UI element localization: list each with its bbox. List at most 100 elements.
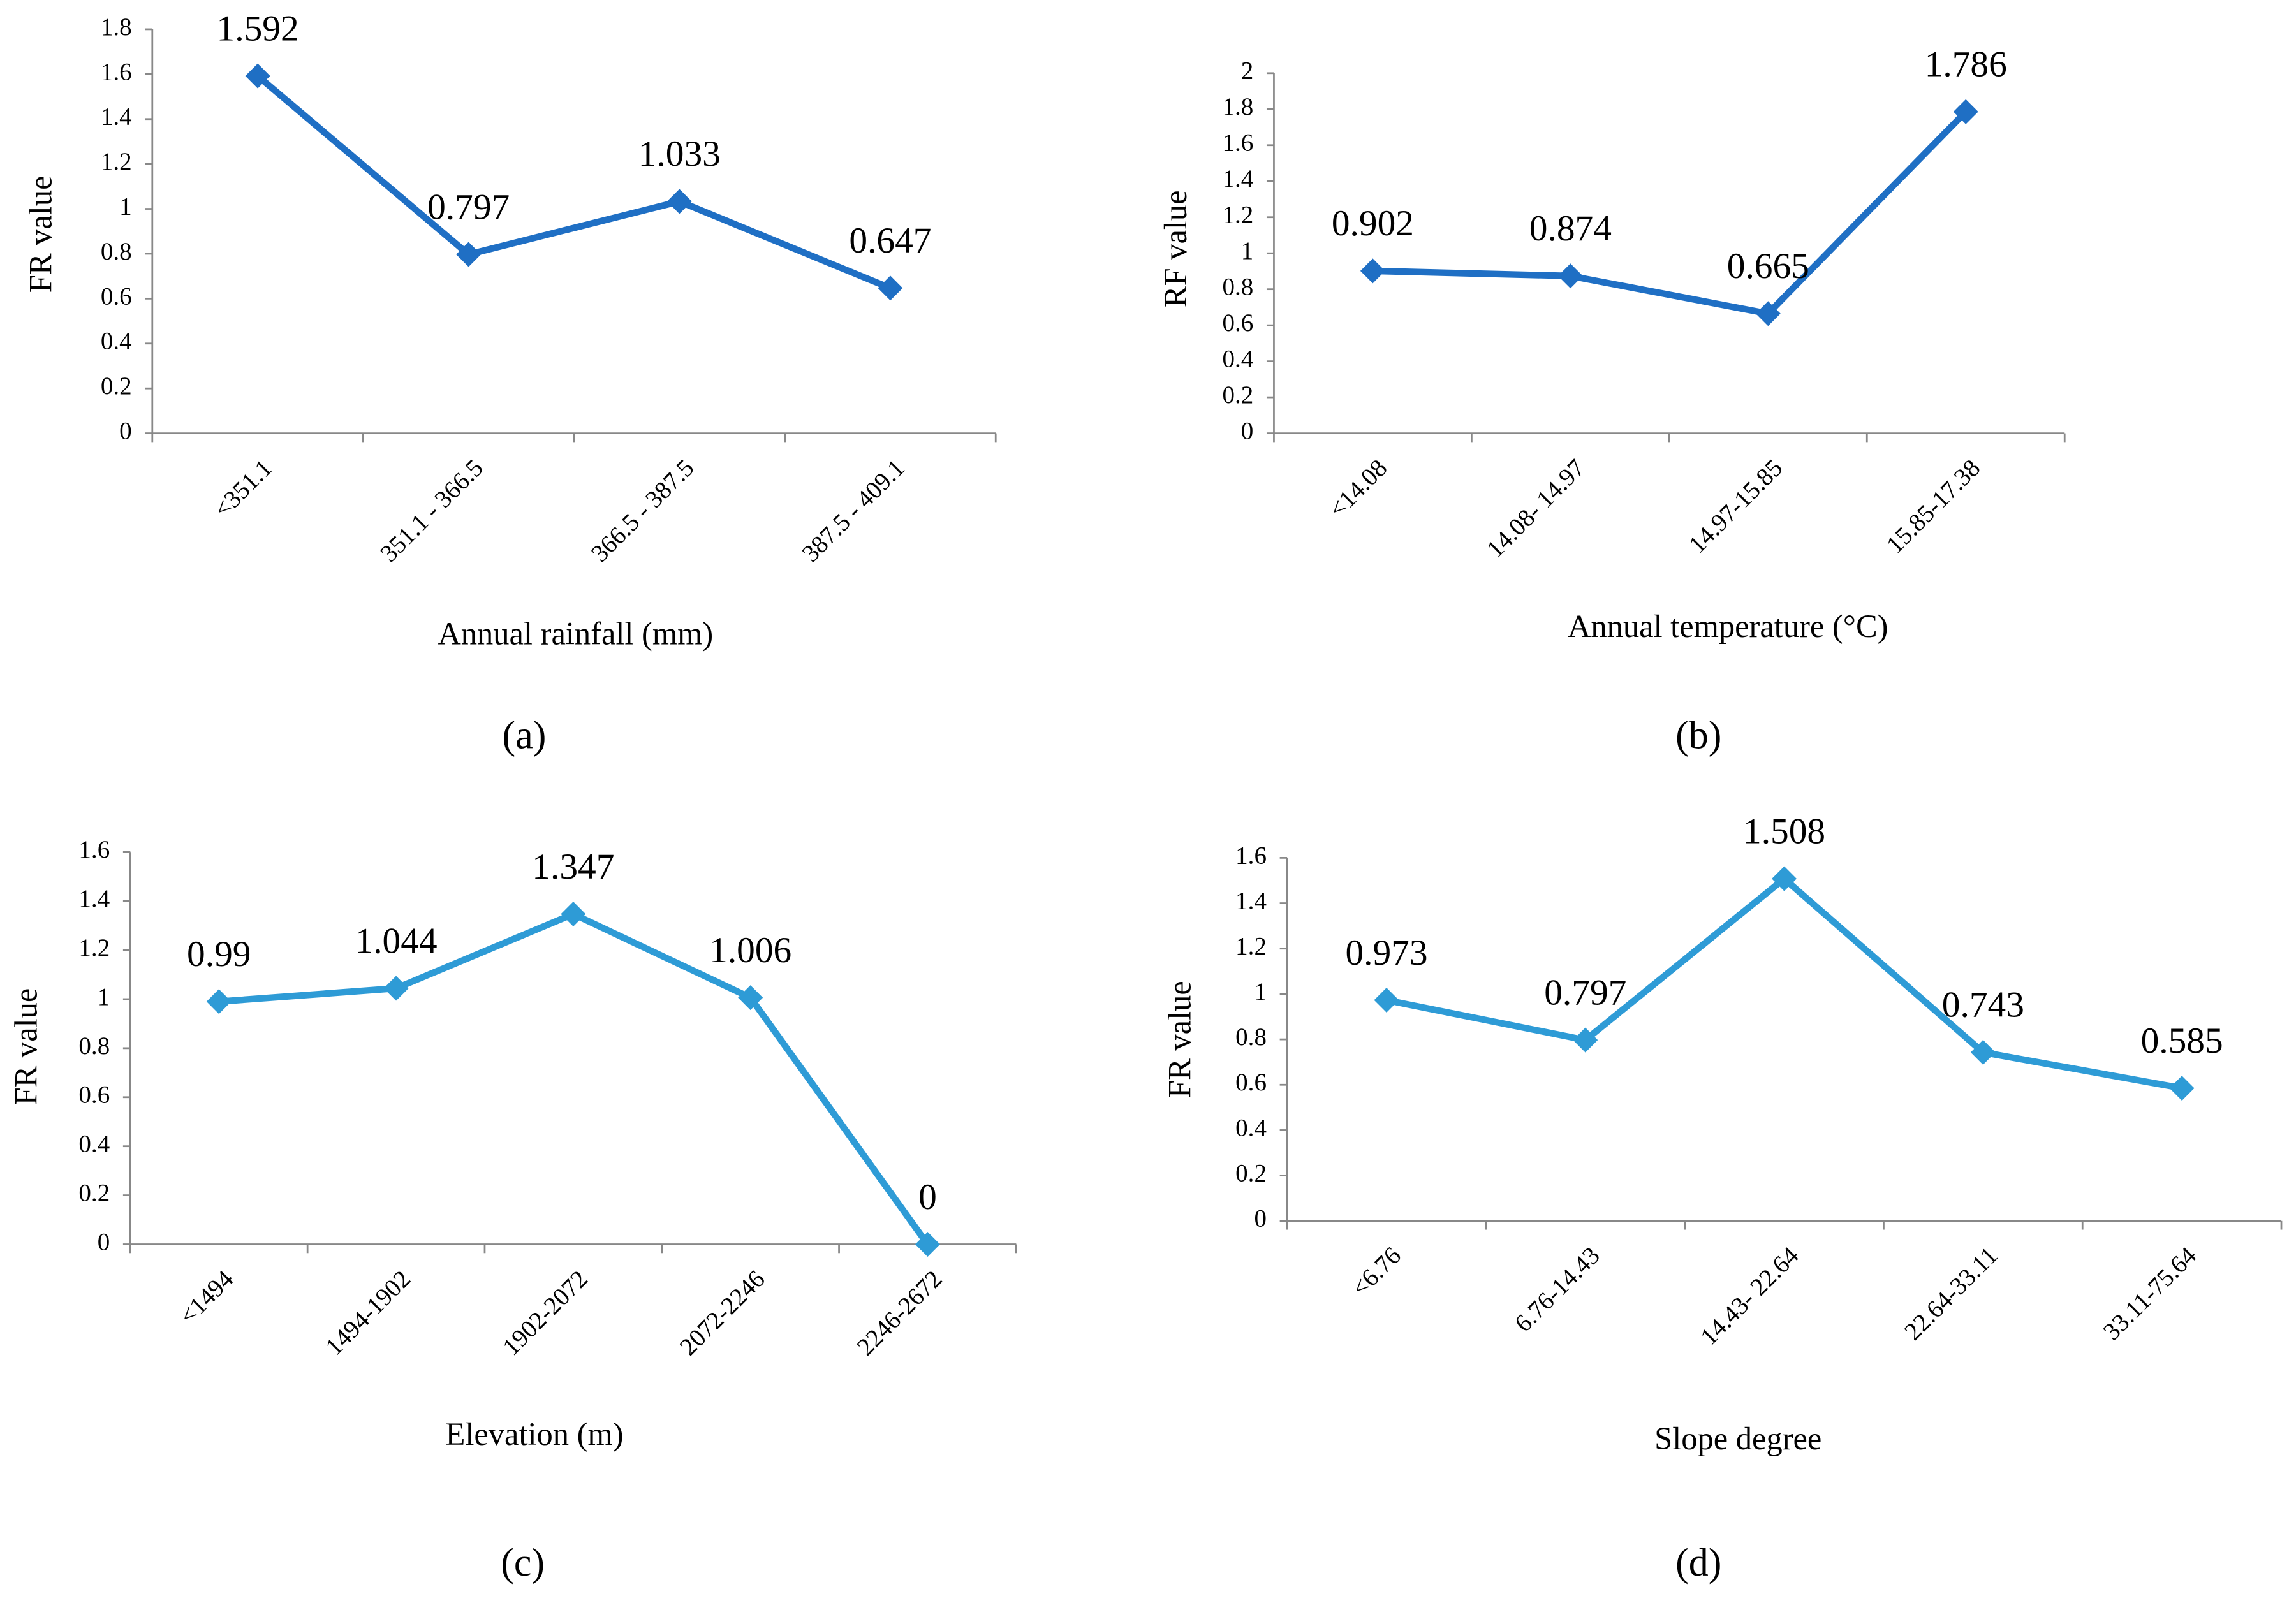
y-tick-label: 1 bbox=[1254, 978, 1267, 1006]
y-tick-label: 0.4 bbox=[1223, 346, 1254, 373]
data-line bbox=[1372, 109, 1968, 317]
marker bbox=[1360, 258, 1385, 284]
y-tick-label: 1.8 bbox=[1223, 93, 1254, 121]
marker bbox=[878, 275, 903, 301]
marker bbox=[2169, 1076, 2195, 1101]
marker bbox=[383, 976, 409, 1001]
x-tick-label: 22.64-33.11 bbox=[1899, 1242, 2003, 1346]
marker bbox=[1772, 866, 1797, 891]
marker bbox=[1970, 1039, 1996, 1065]
x-tick-label: 1494-1902 bbox=[320, 1265, 416, 1361]
data-line bbox=[1385, 875, 2183, 1092]
y-tick-label: 0 bbox=[119, 418, 132, 445]
value-label: 1.044 bbox=[355, 921, 438, 961]
y-tick-label: 0.6 bbox=[101, 282, 132, 310]
data-line bbox=[255, 73, 892, 291]
y-tick-label: 0 bbox=[1241, 418, 1254, 445]
marker bbox=[206, 989, 232, 1014]
y-tick-label: 0.2 bbox=[101, 372, 132, 400]
x-axis-title: Slope degree bbox=[1654, 1421, 1821, 1456]
value-label: 0.797 bbox=[427, 187, 510, 227]
y-tick-label: 0 bbox=[98, 1228, 110, 1255]
y-tick-label: 0.2 bbox=[78, 1180, 110, 1207]
marker bbox=[738, 985, 763, 1011]
value-label: 1.508 bbox=[1743, 811, 1825, 851]
x-tick-label: <1494 bbox=[174, 1265, 239, 1329]
y-tick-label: 1.8 bbox=[101, 13, 132, 41]
x-tick-label: 351.1 - 366.5 bbox=[375, 454, 489, 567]
x-tick-label: 14.08- 14.97 bbox=[1482, 454, 1591, 563]
value-label: 0.647 bbox=[849, 221, 931, 261]
y-tick-label: 0.8 bbox=[1223, 274, 1254, 301]
x-tick-label: 33.11-75.64 bbox=[2098, 1242, 2202, 1346]
y-tick-label: 0.2 bbox=[1223, 381, 1254, 409]
y-tick-label: 1 bbox=[98, 983, 110, 1011]
y-tick-label: 0.4 bbox=[78, 1131, 110, 1158]
y-tick-label: 1.4 bbox=[101, 103, 132, 131]
panel-label: (c) bbox=[501, 1541, 545, 1585]
panel-label: (d) bbox=[1675, 1541, 1721, 1585]
y-tick-label: 1.6 bbox=[78, 836, 110, 863]
x-tick-label: 14.43- 22.64 bbox=[1695, 1242, 1804, 1351]
value-label: 0.874 bbox=[1529, 209, 1612, 249]
x-tick-label: <14.08 bbox=[1323, 454, 1392, 523]
x-axis-title: Annual temperature (°C) bbox=[1568, 608, 1888, 644]
value-label: 0.797 bbox=[1544, 972, 1626, 1013]
y-tick-label: 2 bbox=[1241, 57, 1254, 85]
value-label: 1.592 bbox=[217, 8, 299, 48]
panel-label: (a) bbox=[503, 714, 547, 758]
value-label: 1.033 bbox=[638, 134, 721, 174]
y-axis-title: RF value bbox=[1158, 190, 1193, 307]
y-tick-label: 1.2 bbox=[101, 148, 132, 175]
y-axis-title: FR value bbox=[1162, 981, 1198, 1098]
x-tick-label: 6.76-14.43 bbox=[1510, 1242, 1605, 1338]
y-tick-label: 0.6 bbox=[1223, 309, 1254, 337]
y-tick-label: 0.4 bbox=[101, 328, 132, 355]
marker bbox=[456, 242, 482, 267]
marker bbox=[561, 902, 586, 926]
y-tick-label: 0.6 bbox=[78, 1081, 110, 1109]
y-tick-label: 1.2 bbox=[1223, 201, 1254, 229]
marker bbox=[915, 1232, 940, 1257]
x-tick-label: 1902-2072 bbox=[497, 1265, 593, 1361]
marker bbox=[666, 189, 692, 214]
y-tick-label: 1.4 bbox=[78, 885, 110, 912]
y-tick-label: 0.4 bbox=[1235, 1114, 1267, 1141]
value-label: 0.973 bbox=[1345, 933, 1427, 973]
x-axis-title: Elevation (m) bbox=[445, 1416, 623, 1452]
value-label: 0.665 bbox=[1727, 246, 1809, 286]
value-label: 1.786 bbox=[1925, 45, 2007, 85]
value-label: 1.006 bbox=[709, 930, 791, 970]
y-tick-label: 1.4 bbox=[1235, 888, 1267, 915]
y-tick-label: 1.6 bbox=[101, 58, 132, 85]
x-tick-label: 15.85-17.38 bbox=[1881, 454, 1986, 559]
y-tick-label: 1.6 bbox=[1223, 129, 1254, 157]
y-tick-label: 0.8 bbox=[101, 238, 132, 265]
x-axis-title: Annual rainfall (mm) bbox=[438, 615, 713, 651]
y-tick-label: 0 bbox=[1254, 1205, 1267, 1233]
marker bbox=[1374, 988, 1399, 1013]
y-tick-label: 0.8 bbox=[1235, 1023, 1267, 1051]
y-tick-label: 0.8 bbox=[78, 1032, 110, 1060]
y-tick-label: 1.2 bbox=[78, 934, 110, 962]
x-tick-label: <6.76 bbox=[1346, 1242, 1406, 1302]
x-tick-label: 2072-2246 bbox=[675, 1265, 770, 1361]
panel-label: (b) bbox=[1675, 714, 1721, 758]
y-tick-label: 1.2 bbox=[1235, 933, 1267, 960]
value-label: 0 bbox=[918, 1177, 937, 1217]
x-tick-label: 2246-2672 bbox=[852, 1265, 948, 1361]
y-tick-label: 1 bbox=[1241, 237, 1254, 265]
data-line bbox=[218, 911, 931, 1247]
y-axis-title: FR value bbox=[8, 988, 44, 1106]
marker bbox=[245, 63, 270, 89]
y-tick-label: 0.2 bbox=[1235, 1160, 1267, 1187]
x-tick-label: <351.1 bbox=[209, 454, 277, 523]
marker bbox=[1557, 263, 1583, 289]
x-tick-label: 387.5 - 409.1 bbox=[797, 454, 910, 567]
value-label: 0.585 bbox=[2141, 1021, 2223, 1061]
value-label: 0.99 bbox=[187, 934, 251, 974]
y-tick-label: 0.6 bbox=[1235, 1069, 1267, 1096]
value-label: 0.902 bbox=[1332, 203, 1414, 244]
y-tick-label: 1.6 bbox=[1235, 842, 1267, 869]
